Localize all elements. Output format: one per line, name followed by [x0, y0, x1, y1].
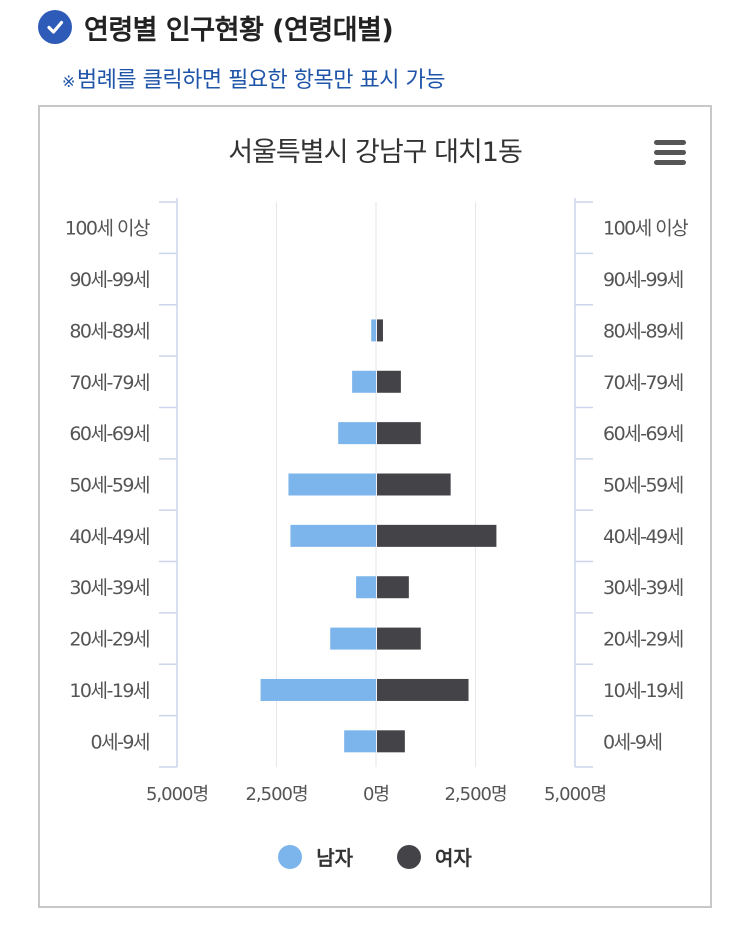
- reference-mark: ※: [62, 72, 75, 91]
- y-tick-label-left: 70세-79세: [69, 372, 149, 394]
- chart-container: 서울특별시 강남구 대치1동 100세 이상 100세 이상 90세-99세 90세-…: [38, 105, 712, 908]
- bar-female: [377, 730, 405, 753]
- bar-female: [377, 319, 383, 342]
- bar-male: [260, 678, 376, 701]
- y-tick-label-right: 70세-79세: [603, 372, 683, 394]
- legend-item[interactable]: 남자: [278, 842, 353, 871]
- bar-male: [344, 730, 376, 753]
- x-tick-label: 2,500명: [444, 784, 506, 805]
- y-tick-label-left: 90세-99세: [69, 269, 149, 291]
- legend-label: 여자: [435, 846, 472, 870]
- x-tick-label: 2,500명: [245, 784, 307, 805]
- y-tick-label-right: 20세-29세: [603, 629, 683, 651]
- bar-male: [352, 370, 376, 393]
- y-tick-label-left: 30세-39세: [69, 577, 149, 599]
- section-title: 연령별 인구현황 (연령대별): [84, 14, 394, 46]
- y-tick-label-left: 80세-89세: [69, 320, 149, 342]
- y-tick-label-left: 10세-19세: [69, 680, 149, 702]
- y-tick-label-left: 0세-9세: [91, 731, 150, 753]
- y-tick-label-left: 20세-29세: [69, 629, 149, 651]
- legend-item[interactable]: 여자: [397, 842, 472, 871]
- y-tick-label-right: 10세-19세: [603, 680, 683, 702]
- y-tick-label-right: 80세-89세: [603, 320, 683, 342]
- y-tick-label-right: 30세-39세: [603, 577, 683, 599]
- chart-legend: 남자 여자: [40, 842, 710, 871]
- bar-female: [377, 576, 409, 599]
- bar-female: [377, 473, 451, 496]
- chart-title: 서울특별시 강남구 대치1동: [228, 137, 523, 168]
- y-tick-label-right: 50세-59세: [603, 475, 683, 497]
- bar-male: [338, 422, 376, 445]
- legend-label: 남자: [316, 846, 353, 870]
- bar-female: [377, 627, 421, 650]
- y-tick-label-right: 60세-69세: [603, 423, 683, 445]
- bar-male: [356, 576, 376, 599]
- legend-hint: ※범례를 클릭하면 필요한 항목만 표시 가능: [62, 62, 445, 94]
- bar-female: [377, 678, 469, 701]
- y-tick-label-right: 90세-99세: [603, 269, 683, 291]
- x-tick-label: 0명: [363, 784, 389, 805]
- y-tick-label-right: 0세-9세: [603, 731, 662, 753]
- y-tick-label-left: 100세 이상: [65, 218, 150, 240]
- y-tick-label-right: 100세 이상: [603, 218, 688, 240]
- population-pyramid: 100세 이상 100세 이상 90세-99세 90세-99세 80세-89세 80세-8…: [65, 198, 690, 805]
- x-tick-label: 5,000명: [544, 784, 606, 805]
- bar-male: [330, 627, 376, 650]
- section-header: 연령별 인구현황 (연령대별): [38, 8, 394, 46]
- legend-swatch: [278, 844, 303, 869]
- bar-male: [288, 473, 376, 496]
- bar-female: [377, 422, 421, 445]
- check-circle-icon: [38, 10, 72, 44]
- bar-female: [377, 370, 401, 393]
- bar-male: [371, 319, 376, 342]
- legend-swatch: [397, 844, 421, 869]
- y-tick-label-left: 40세-49세: [69, 526, 149, 548]
- y-tick-label-left: 60세-69세: [69, 423, 149, 445]
- y-tick-label-left: 50세-59세: [69, 475, 149, 497]
- y-tick-label-right: 40세-49세: [603, 526, 683, 548]
- bar-male: [290, 524, 376, 547]
- bar-female: [377, 524, 497, 547]
- x-tick-label: 5,000명: [146, 784, 208, 805]
- legend-hint-text: 범례를 클릭하면 필요한 항목만 표시 가능: [76, 68, 446, 93]
- hamburger-menu-icon[interactable]: [652, 137, 690, 169]
